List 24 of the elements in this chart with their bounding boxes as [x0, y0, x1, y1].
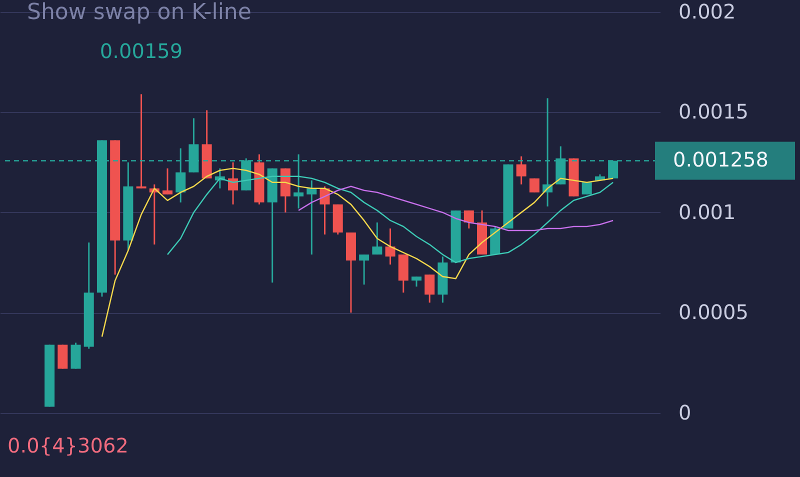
line-series	[101, 168, 614, 338]
candlestick	[464, 210, 474, 230]
candlestick	[385, 228, 396, 266]
y-tick-label: 0.002	[678, 0, 736, 24]
candlestick	[424, 274, 435, 304]
candlestick	[529, 178, 540, 194]
line-series	[298, 186, 614, 232]
candlestick	[372, 222, 382, 256]
y-tick-label: 0.0005	[678, 300, 748, 324]
ref-line-label: 0.001258	[673, 148, 768, 172]
candlestick	[516, 156, 526, 186]
candlestick	[411, 276, 422, 288]
candlestick	[306, 180, 317, 256]
annotation: Show swap on K-line	[27, 0, 252, 25]
annotation: 0.00159	[100, 39, 183, 64]
candlestick	[582, 182, 592, 196]
candlestick	[162, 168, 172, 196]
candlestick	[359, 254, 370, 286]
candlestick	[136, 93, 146, 190]
y-tick-label: 0.0015	[678, 100, 748, 124]
annotation: 0.0{4}3062	[8, 434, 128, 458]
y-tick-label: 0.001	[678, 200, 736, 224]
line-series	[166, 176, 614, 264]
y-tick-label: 0	[678, 400, 692, 424]
